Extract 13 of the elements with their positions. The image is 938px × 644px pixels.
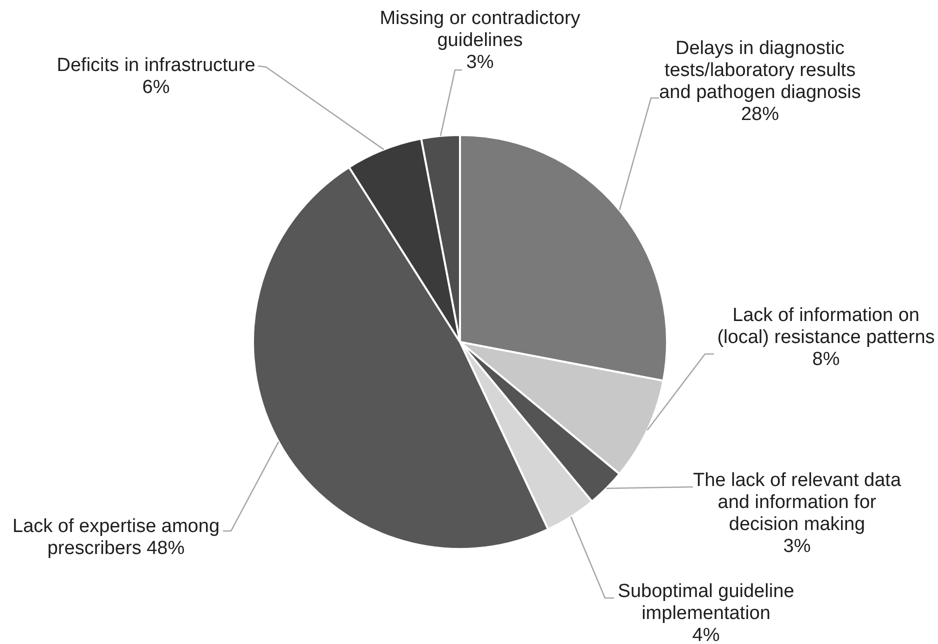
data-label: 3%	[466, 52, 494, 73]
slice-label: Missing or contradictory guidelines	[380, 8, 581, 51]
data-label: 6%	[142, 77, 170, 98]
slice-label: Delays in diagnostic tests/laboratory results and pathogen diagnosis	[659, 38, 861, 103]
data-label: 4%	[692, 625, 720, 644]
data-label: 28%	[740, 104, 780, 125]
slice-label: Deficits in infrastructure	[56, 55, 256, 76]
data-label: 3%	[783, 536, 811, 557]
data-label: 8%	[812, 349, 840, 370]
slice-label: Suboptimal guideline implementation	[618, 581, 794, 624]
slice-label: Lack of information on (local) resistance patterns	[717, 305, 935, 348]
slice-label: Lack of expertise among prescribers 48%	[12, 516, 220, 559]
slice-label: The lack of relevant data and information for decision making	[692, 470, 902, 535]
